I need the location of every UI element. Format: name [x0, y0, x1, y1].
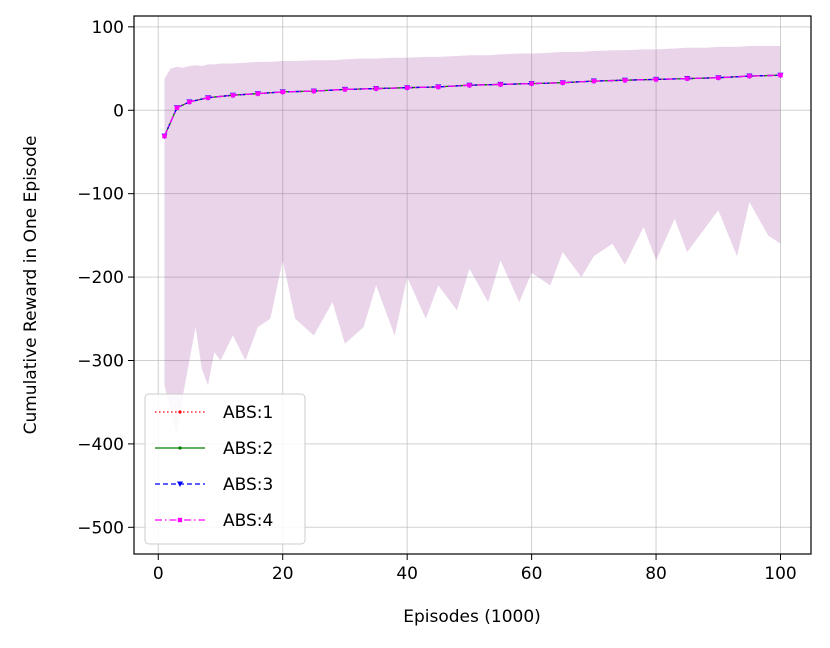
- data-point: [230, 93, 236, 98]
- legend-label: ABS:3: [223, 475, 273, 495]
- data-point: [684, 76, 690, 81]
- y-tick-label: −100: [77, 185, 124, 205]
- y-tick-label: −200: [77, 268, 124, 288]
- confidence-band: [164, 46, 781, 436]
- data-point: [716, 75, 721, 80]
- y-tick-label: 0: [113, 101, 124, 121]
- data-point: [498, 82, 503, 87]
- legend-entry: ABS:1: [155, 403, 273, 423]
- legend-entry: ABS:3: [155, 475, 273, 495]
- x-tick-label: 40: [396, 564, 418, 584]
- y-tick-label: −400: [77, 435, 124, 455]
- series-4: [162, 73, 783, 139]
- x-tick-label: 80: [645, 564, 667, 584]
- series-lines: [161, 72, 784, 140]
- data-point: [342, 87, 348, 92]
- data-point: [174, 105, 180, 110]
- data-point: [373, 86, 379, 91]
- y-axis-label: Cumulative Reward in One Episode: [21, 136, 41, 435]
- x-tick-label: 100: [764, 564, 796, 584]
- data-point: [529, 81, 534, 86]
- data-point: [778, 73, 783, 78]
- data-point: [205, 95, 211, 100]
- data-point: [280, 89, 285, 95]
- data-point: [436, 84, 441, 90]
- data-point: [591, 78, 597, 84]
- legend-marker: [178, 410, 182, 414]
- y-tick-label: 100: [92, 18, 124, 38]
- y-tick-label: −300: [77, 351, 124, 371]
- x-tick-label: 60: [521, 564, 543, 584]
- legend-marker: [177, 481, 183, 487]
- y-axis-ticks: 100 0 −100 −200 −300 −400 −500: [77, 18, 134, 538]
- data-point: [404, 85, 410, 90]
- plot-frame: [133, 15, 812, 555]
- y-tick-label: −500: [77, 518, 124, 538]
- data-point: [162, 133, 167, 139]
- data-point: [311, 88, 317, 94]
- legend-entry: ABS:4: [155, 511, 273, 531]
- data-point: [622, 78, 628, 83]
- legend-marker: [178, 446, 182, 450]
- x-tick-label: 0: [153, 564, 164, 584]
- x-tick-label: 20: [272, 564, 294, 584]
- legend-entry: ABS:2: [155, 439, 273, 459]
- legend: ABS:1 ABS:2 ABS:3 ABS:4: [144, 393, 306, 545]
- legend-marker: [177, 517, 183, 523]
- data-point: [467, 83, 472, 88]
- data-point: [187, 99, 192, 105]
- reward-variance-band: [164, 46, 781, 436]
- legend-label: ABS:2: [223, 439, 273, 459]
- data-point: [255, 91, 261, 96]
- data-point: [560, 80, 565, 85]
- legend-label: ABS:1: [223, 403, 273, 423]
- x-axis-ticks: 0 20 40 60 80 100: [153, 554, 797, 584]
- x-axis-label: Episodes (1000): [403, 607, 541, 627]
- legend-box: [144, 393, 306, 545]
- legend-label: ABS:4: [223, 511, 273, 531]
- data-point: [747, 73, 752, 79]
- data-point: [653, 77, 659, 82]
